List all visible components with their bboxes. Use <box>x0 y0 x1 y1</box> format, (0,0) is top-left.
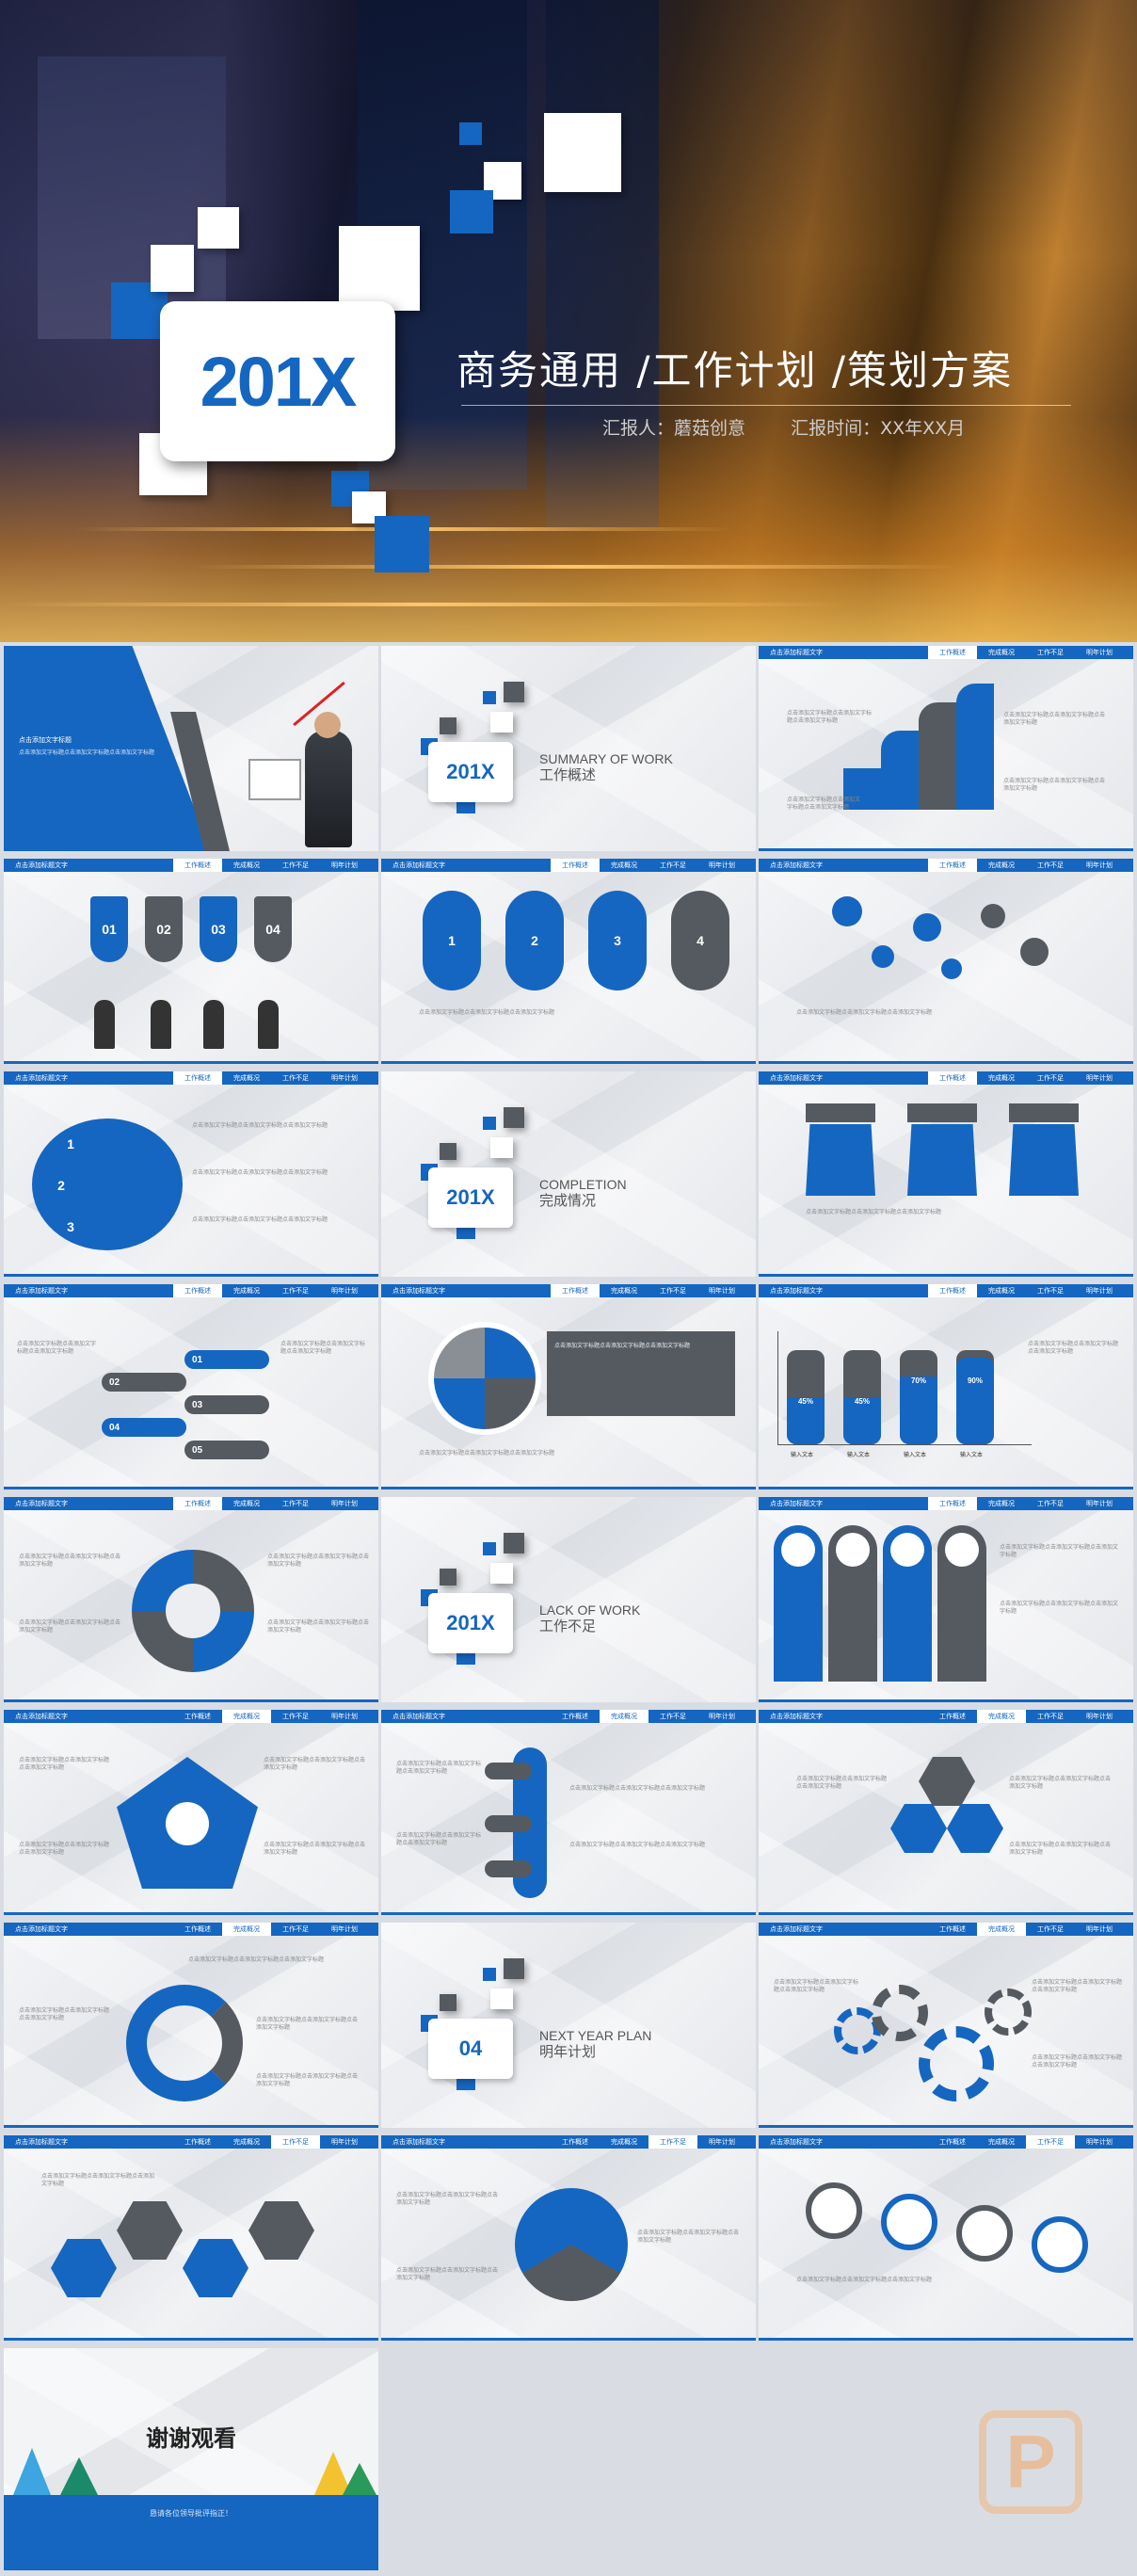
bar-pct-4: 90% <box>956 1358 994 1444</box>
pill-4: 4 <box>671 891 729 990</box>
slide-triad[interactable]: 点击添加标题文字 工作概述 完成概况 工作不足 明年计划 点击添加文字标题点击添加文字标… <box>381 2135 756 2341</box>
cover-meta: 汇报人：蘑菇创意 汇报时间：XX年XX月 <box>602 414 1004 440</box>
step-02: 02 <box>145 896 183 962</box>
bar-pct-2: 45% <box>843 1397 881 1444</box>
stair-text-4: 点击添加文字标题点击添加文字标题点击添加文字标题 <box>787 797 861 811</box>
nav-tab-3[interactable]: 工作不足 <box>1037 649 1064 656</box>
pill-2: 2 <box>505 891 564 990</box>
panel-caption: 点击添加文字标题点击添加文字标题点击添加文字标题 <box>806 1209 942 1216</box>
list-tag-04: 04 <box>102 1418 186 1437</box>
thanks-sub: 恳请各位领导批评指正！ <box>150 2509 232 2518</box>
section-number: 201X <box>428 742 513 802</box>
stair-text-2: 点击添加文字标题点击添加文字标题点击添加文字标题 <box>1003 712 1106 726</box>
slide-hex-icons[interactable]: 点击添加标题文字 工作概述 完成概况 工作不足 明年计划 点击添加文字标题点击添加文字标… <box>4 2135 378 2341</box>
section-title-en: COMPLETION <box>539 1177 627 1192</box>
cover-reporter: 汇报人：蘑菇创意 <box>602 418 746 439</box>
section-title-cn: 完成情况 <box>539 1193 597 1209</box>
slide-thanks[interactable]: 谢谢观看 恳请各位领导批评指正！ <box>4 2348 378 2570</box>
ring-3: 3 <box>67 1219 74 1234</box>
section-title-en: LACK OF WORK <box>539 1602 641 1618</box>
nav-tab-4[interactable]: 明年计划 <box>1086 649 1113 656</box>
nav-tab-1[interactable]: 工作概述 <box>928 646 977 659</box>
intro-body: 点击添加文字标题点击添加文字标题点击添加文字标题 <box>19 749 155 756</box>
slide-pin-markers[interactable]: 点击添加标题文字 工作概述 完成概况 工作不足 明年计划 点击添加文字标题点击添加文字标… <box>759 859 1133 1064</box>
slide-ring-icons[interactable]: 点击添加标题文字 工作概述 完成概况 工作不足 明年计划 点击添加文字标题点击添加文字标… <box>4 1497 378 1702</box>
slide-gears[interactable]: 点击添加标题文字 工作概述 完成概况 工作不足 明年计划 点击添加文字标题点击添加文字标… <box>759 1923 1133 2128</box>
step-04: 04 <box>254 896 292 962</box>
cover-time: 汇报时间：XX年XX月 <box>791 418 966 439</box>
thanks-title: 谢谢观看 <box>146 2425 236 2452</box>
list-tag-01: 01 <box>184 1350 269 1369</box>
slide-hexagons[interactable]: 点击添加标题文字 工作概述 完成概况 工作不足 明年计划 点击添加文字标题点击添加文字标… <box>759 1710 1133 1915</box>
ring-text-1: 点击添加文字标题点击添加文字标题点击添加文字标题 <box>192 1122 328 1129</box>
slide-pill-steps[interactable]: 点击添加标题文字 工作概述 完成概况 工作不足 明年计划 1 2 3 4 点击添加文字标… <box>381 859 756 1064</box>
cover-title: 商务通用 /工作计划 /策划方案 <box>456 347 1014 394</box>
pin-caption: 点击添加文字标题点击添加文字标题点击添加文字标题 <box>796 1009 933 1016</box>
section-title-en: NEXT YEAR PLAN <box>539 2028 652 2043</box>
section-number: 04 <box>428 2019 513 2079</box>
bar-title: 点击添加标题文字 <box>770 649 823 656</box>
section-number: 201X <box>428 1593 513 1653</box>
slide-pentagon[interactable]: 点击添加标题文字 工作概述 完成概况 工作不足 明年计划 点击添加文字标题点击添加文字标… <box>4 1710 378 1915</box>
pie-text: 点击添加文字标题点击添加文字标题点击添加文字标题 <box>554 1343 691 1349</box>
ring-2: 2 <box>57 1178 65 1193</box>
slide-section-completion[interactable]: 201X COMPLETION 完成情况 <box>381 1071 756 1277</box>
cover-slide[interactable]: 201X 商务通用 /工作计划 /策划方案 汇报人：蘑菇创意 汇报时间：XX年X… <box>0 0 1137 642</box>
nav-tab-2[interactable]: 完成概况 <box>988 649 1015 656</box>
slide-section-summary[interactable]: 201X SUMMARY OF WORK 工作概述 <box>381 646 756 851</box>
section-title-cn: 工作不足 <box>539 1618 597 1634</box>
cover-badge: 201X <box>160 301 395 461</box>
stair-text-3: 点击添加文字标题点击添加文字标题点击添加文字标题 <box>1003 778 1106 792</box>
intro-heading: 点击添加文字标题 <box>19 736 72 744</box>
slide-drop-pins[interactable]: 点击添加标题文字 工作概述 完成概况 工作不足 明年计划 点击添加文字标题点击添加文字标… <box>759 2135 1133 2341</box>
ring-1: 1 <box>67 1136 74 1151</box>
slide-numbered-rings[interactable]: 点击添加标题文字 工作概述 完成概况 工作不足 明年计划 1 2 3 点击添加文字标题点… <box>4 1071 378 1277</box>
slide-intro[interactable]: 点击添加文字标题 点击添加文字标题点击添加文字标题点击添加文字标题 <box>4 646 378 851</box>
slide-pie-panel[interactable]: 点击添加标题文字 工作概述 完成概况 工作不足 明年计划 点击添加文字标题点击添加文字标… <box>381 1284 756 1489</box>
slide-tag-list[interactable]: 点击添加标题文字 工作概述 完成概况 工作不足 明年计划 01 02 03 04 05 … <box>4 1284 378 1489</box>
slide-icon-columns[interactable]: 点击添加标题文字 工作概述 完成概况 工作不足 明年计划 点击添加文字标题点击添加文字标… <box>759 1497 1133 1702</box>
section-title-cn: 工作概述 <box>539 767 597 783</box>
slide-chain-list[interactable]: 点击添加标题文字 工作概述 完成概况 工作不足 明年计划 点击添加文字标题点击添加文字标… <box>381 1710 756 1915</box>
slide-section-plan[interactable]: 04 NEXT YEAR PLAN 明年计划 <box>381 1923 756 2128</box>
slide-section-lack[interactable]: 201X LACK OF WORK 工作不足 <box>381 1497 756 1702</box>
section-title-cn: 明年计划 <box>539 2044 597 2060</box>
watermark-logo: P <box>979 2410 1082 2514</box>
stair-text-1: 点击添加文字标题点击添加文字标题点击添加文字标题 <box>787 710 873 724</box>
section-number: 201X <box>428 1167 513 1228</box>
list-tag-05: 05 <box>184 1441 269 1459</box>
list-tag-02: 02 <box>102 1373 186 1392</box>
step-01: 01 <box>90 896 128 962</box>
slide-percent-bars[interactable]: 点击添加标题文字 工作概述 完成概况 工作不足 明年计划 45% 45% 70% 90%… <box>759 1284 1133 1489</box>
step-03: 03 <box>200 896 237 962</box>
bar-pct-3: 70% <box>900 1377 937 1444</box>
ring-text-3: 点击添加文字标题点击添加文字标题点击添加文字标题 <box>192 1216 328 1223</box>
pill-1: 1 <box>423 891 481 990</box>
ring-text-2: 点击添加文字标题点击添加文字标题点击添加文字标题 <box>192 1169 328 1176</box>
pill-caption: 点击添加文字标题点击添加文字标题点击添加文字标题 <box>419 1009 555 1016</box>
section-title-en: SUMMARY OF WORK <box>539 751 673 766</box>
list-tag-03: 03 <box>184 1395 269 1414</box>
slide-steps-people[interactable]: 点击添加标题文字 工作概述 完成概况 工作不足 明年计划 01 02 03 04 <box>4 859 378 1064</box>
slide-stair-chart[interactable]: 点击添加标题文字 工作概述 完成概况 工作不足 明年计划 点击添加文字标题点击添加文字标… <box>759 646 1133 851</box>
cover-divider <box>461 405 1071 406</box>
slide-cycle[interactable]: 点击添加标题文字 工作概述 完成概况 工作不足 明年计划 点击添加文字标题点击添加文字标… <box>4 1923 378 2128</box>
bar-pct-1: 45% <box>787 1397 825 1444</box>
pill-3: 3 <box>588 891 647 990</box>
slide-three-panels[interactable]: 点击添加标题文字 工作概述 完成概况 工作不足 明年计划 点击添加文字标题点击添加文字标… <box>759 1071 1133 1277</box>
